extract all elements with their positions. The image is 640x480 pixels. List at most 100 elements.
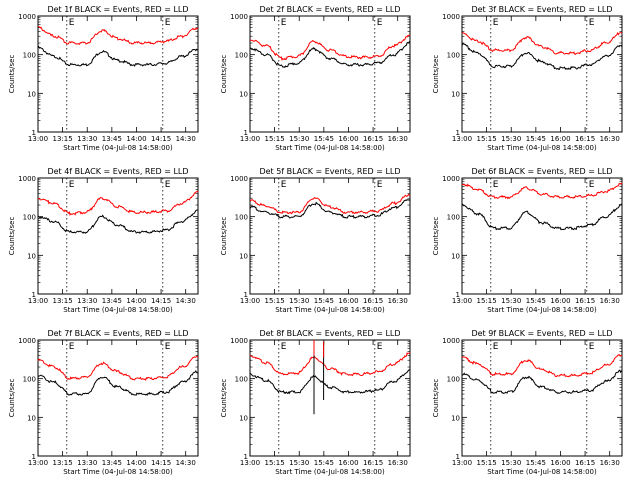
events-series-line — [37, 370, 199, 397]
events-series-line — [250, 198, 411, 219]
panel-title: Det 2f BLACK = Events, RED = LLD — [259, 5, 400, 14]
plot-frame — [249, 177, 411, 295]
event-marker-label: E — [165, 18, 171, 28]
y-tick-label: 10 — [239, 414, 248, 422]
y-tick-label: 1000 — [18, 13, 36, 21]
x-tick-label: 14:00 — [126, 459, 146, 467]
x-tick-label: 16:00 — [338, 135, 358, 143]
x-tick-label: 13:45 — [102, 297, 122, 305]
y-tick-label: 1 — [32, 453, 36, 461]
x-tick-label: 15:15 — [265, 297, 285, 305]
events-series-line — [37, 45, 199, 68]
x-tick-label: 16:30 — [388, 459, 408, 467]
y-axis-label: Counts/sec — [432, 217, 440, 256]
y-tick-label: 100 — [23, 376, 36, 384]
event-marker-label: E — [377, 18, 383, 28]
event-marker-label: E — [165, 342, 171, 352]
event-marker-label: E — [589, 18, 595, 28]
events-series-line — [249, 40, 411, 69]
x-axis-label: Start Time (04-Jul-08 14:58:00) — [487, 468, 597, 476]
x-tick-label: 15:15 — [477, 459, 497, 467]
lld-series-line — [37, 190, 199, 217]
x-tick-label: 16:00 — [550, 297, 570, 305]
x-tick-label: 15:30 — [501, 297, 521, 305]
y-tick-label: 10 — [27, 414, 36, 422]
y-axis-label: Counts/sec — [220, 55, 228, 94]
event-marker-label: E — [165, 180, 171, 190]
y-axis-label: Counts/sec — [220, 379, 228, 418]
x-tick-label: 15:15 — [477, 297, 497, 305]
y-tick-label: 1 — [456, 129, 460, 137]
x-tick-label: 13:30 — [77, 135, 97, 143]
x-tick-label: 13:45 — [102, 459, 122, 467]
event-marker-label: E — [589, 180, 595, 190]
x-tick-label: 15:15 — [265, 459, 285, 467]
y-tick-label: 100 — [447, 52, 460, 60]
x-tick-label: 14:15 — [151, 459, 171, 467]
x-tick-label: 15:30 — [501, 459, 521, 467]
detector-panel-7: Det 7f BLACK = Events, RED = LLD 1 10 100 10… — [8, 329, 199, 476]
y-tick-label: 10 — [451, 414, 460, 422]
x-tick-label: 16:15 — [363, 297, 383, 305]
detector-panel-5: Det 5f BLACK = Events, RED = LLD 1 10 100 10… — [220, 167, 411, 314]
event-marker-label: E — [69, 180, 75, 190]
panel-title: Det 5f BLACK = Events, RED = LLD — [259, 167, 400, 176]
x-tick-label: 16:15 — [575, 135, 595, 143]
x-tick-label: 16:30 — [388, 135, 408, 143]
x-axis-label: Start Time (04-Jul-08 14:58:00) — [275, 144, 385, 152]
x-tick-label: 15:45 — [526, 297, 546, 305]
x-tick-label: 13:15 — [53, 135, 73, 143]
x-tick-label: 16:00 — [338, 297, 358, 305]
x-tick-label: 16:30 — [600, 297, 620, 305]
x-axis-label: Start Time (04-Jul-08 14:58:00) — [487, 306, 597, 314]
x-tick-label: 13:30 — [77, 459, 97, 467]
y-tick-label: 100 — [23, 214, 36, 222]
events-series-line — [37, 209, 198, 234]
x-tick-label: 13:45 — [102, 135, 122, 143]
x-tick-label: 16:30 — [600, 135, 620, 143]
panel-title: Det 6f BLACK = Events, RED = LLD — [471, 167, 612, 176]
x-tick-label: 15:30 — [289, 459, 309, 467]
y-axis-label: Counts/sec — [8, 55, 16, 94]
y-tick-label: 10 — [239, 252, 248, 260]
y-axis-label: Counts/sec — [8, 217, 16, 256]
detector-panel-1: Det 1f BLACK = Events, RED = LLD 1 10 100 10… — [8, 5, 199, 152]
event-marker-label: E — [281, 342, 287, 352]
events-series-line — [461, 203, 623, 231]
x-tick-label: 15:45 — [314, 297, 334, 305]
event-marker-label: E — [69, 18, 75, 28]
y-tick-label: 1000 — [18, 337, 36, 345]
x-tick-label: 16:15 — [575, 297, 595, 305]
x-tick-label: 15:45 — [314, 135, 334, 143]
x-tick-label: 15:30 — [289, 297, 309, 305]
y-tick-label: 100 — [447, 214, 460, 222]
y-axis-label: Counts/sec — [432, 55, 440, 94]
y-tick-label: 100 — [235, 376, 248, 384]
lld-series-line — [37, 355, 199, 382]
event-marker-label: E — [69, 342, 75, 352]
x-tick-label: 14:30 — [176, 297, 196, 305]
x-tick-label: 16:00 — [338, 459, 358, 467]
panel-title: Det 8f BLACK = Events, RED = LLD — [259, 329, 400, 338]
x-tick-label: 14:30 — [176, 459, 196, 467]
y-tick-label: 1000 — [18, 175, 36, 183]
plot-frame — [461, 339, 623, 457]
x-tick-label: 15:15 — [265, 135, 285, 143]
event-marker-label: E — [589, 342, 595, 352]
x-tick-label: 14:00 — [126, 297, 146, 305]
x-tick-label: 15:45 — [314, 459, 334, 467]
x-tick-label: 16:00 — [550, 459, 570, 467]
plot-frame — [37, 15, 199, 133]
panel-title: Det 4f BLACK = Events, RED = LLD — [47, 167, 188, 176]
x-tick-label: 13:15 — [53, 297, 73, 305]
y-tick-label: 1000 — [442, 337, 460, 345]
lld-series-line — [249, 352, 411, 377]
lld-series-line — [249, 193, 411, 215]
x-tick-label: 14:00 — [126, 135, 146, 143]
y-tick-label: 1 — [244, 453, 248, 461]
y-axis-label: Counts/sec — [432, 379, 440, 418]
x-tick-label: 13:00 — [240, 297, 260, 305]
y-tick-label: 10 — [239, 90, 248, 98]
x-tick-label: 15:45 — [526, 459, 546, 467]
y-tick-label: 1 — [244, 291, 248, 299]
